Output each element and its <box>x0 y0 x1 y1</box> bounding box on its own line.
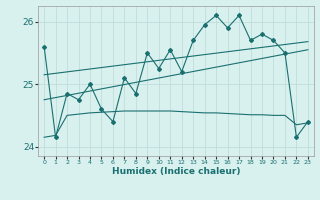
X-axis label: Humidex (Indice chaleur): Humidex (Indice chaleur) <box>112 167 240 176</box>
